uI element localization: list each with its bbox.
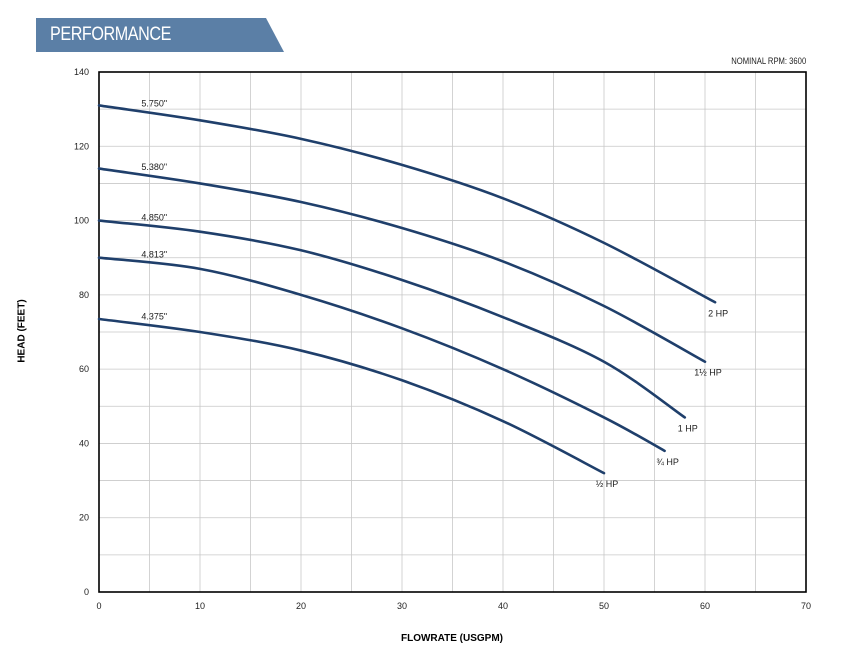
x-tick-label: 10 — [195, 601, 205, 611]
x-axis-title: FLOWRATE (USGPM) — [400, 633, 504, 644]
x-tick-label: 40 — [498, 601, 508, 611]
pump-curve-4 — [97, 317, 606, 475]
x-tick-label: 0 — [96, 601, 101, 611]
pump-curve-2 — [97, 219, 687, 419]
horsepower-label-1: 1½ HP — [694, 368, 722, 378]
horsepower-label-3: ¾ HP — [656, 457, 679, 467]
y-tick-label: 60 — [79, 364, 89, 374]
y-tick-label: 140 — [74, 67, 89, 77]
impeller-label-4: 4.375" — [141, 311, 167, 321]
pump-curve-1 — [97, 167, 707, 364]
impeller-label-3: 4.813" — [141, 249, 167, 259]
impeller-label-0: 5.750" — [141, 99, 167, 109]
x-tick-label: 20 — [296, 601, 306, 611]
impeller-label-1: 5.380" — [141, 162, 167, 172]
performance-banner: PERFORMANCE — [36, 18, 284, 52]
banner-shape — [36, 18, 284, 52]
y-tick-label: 100 — [74, 216, 89, 226]
horsepower-label-4: ½ HP — [596, 479, 619, 489]
horsepower-label-0: 2 HP — [708, 308, 728, 318]
plot-frame — [98, 71, 807, 593]
pump-curve-3 — [97, 256, 666, 453]
y-tick-label: 40 — [79, 438, 89, 448]
banner-title: PERFORMANCE — [50, 24, 171, 45]
y-axis-title: HEAD (FEET) — [16, 299, 28, 363]
x-tick-label: 30 — [397, 601, 407, 611]
y-tick-label: 120 — [74, 141, 89, 151]
y-tick-label: 0 — [84, 587, 89, 597]
horsepower-label-2: 1 HP — [678, 423, 698, 433]
impeller-label-2: 4.850" — [141, 212, 167, 222]
nominal-rpm: NOMINAL RPM: 3600 — [731, 56, 806, 66]
x-tick-label: 60 — [700, 601, 710, 611]
y-tick-label: 20 — [79, 513, 89, 523]
pump-curve-0 — [97, 104, 717, 304]
x-tick-label: 70 — [801, 601, 811, 611]
x-tick-label: 50 — [599, 601, 609, 611]
y-tick-label: 80 — [79, 290, 89, 300]
